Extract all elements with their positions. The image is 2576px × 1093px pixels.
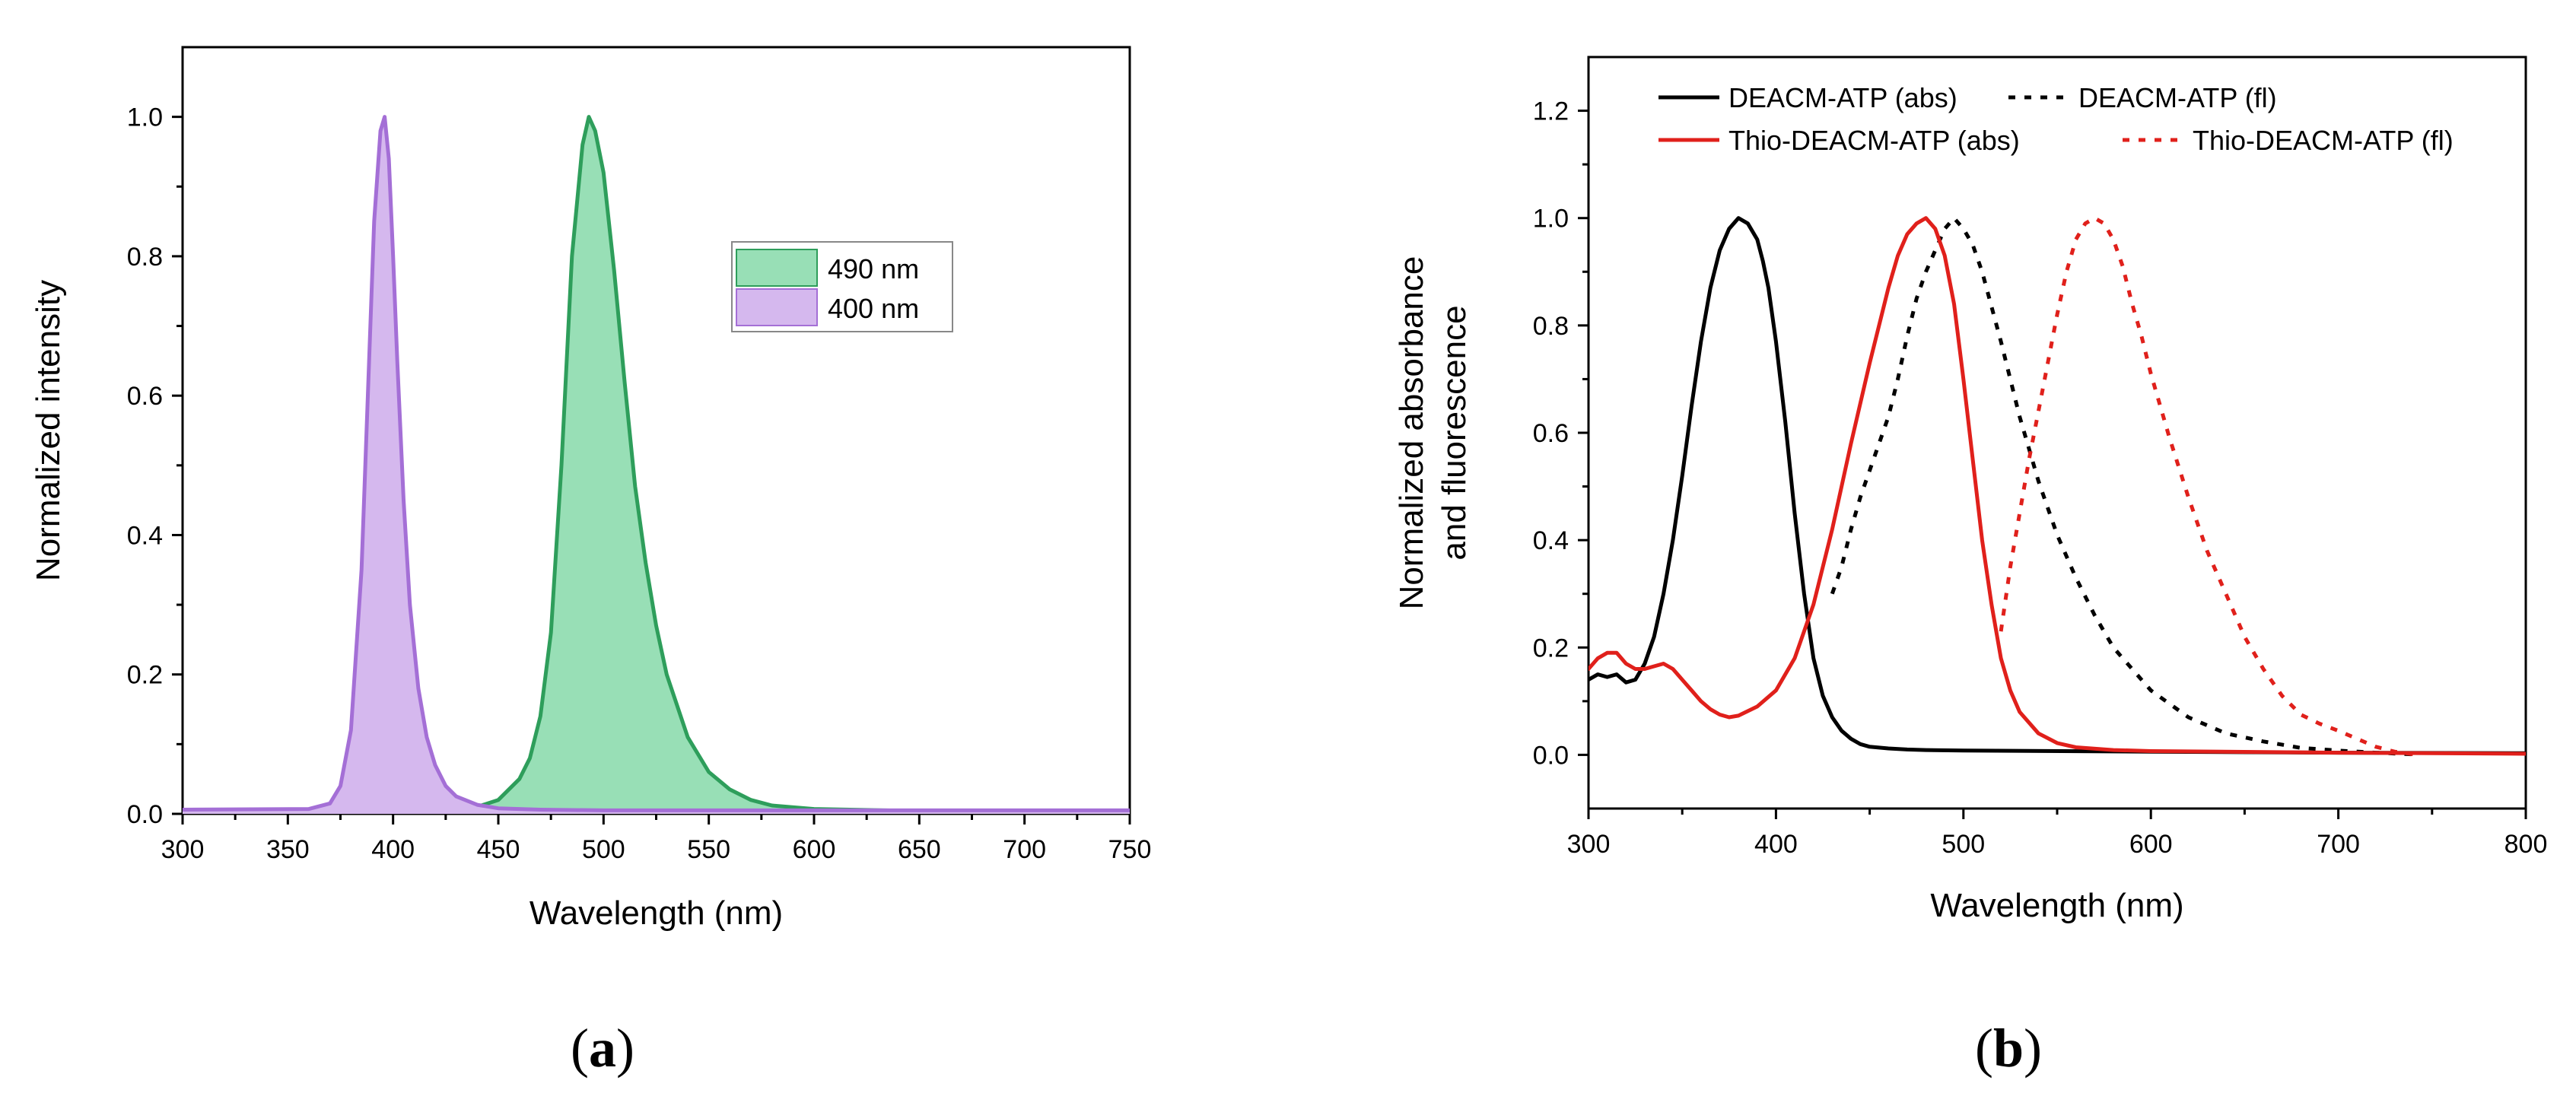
- x-tick-label: 300: [1567, 830, 1611, 859]
- panel-label-letter: a: [589, 1018, 616, 1079]
- y-axis-title: Normalized absorbance: [1393, 256, 1430, 610]
- x-tick-label: 450: [477, 835, 520, 864]
- panel-label-letter: b: [1993, 1018, 2024, 1079]
- x-tick-label: 300: [161, 835, 205, 864]
- y-tick-label: 0.0: [1533, 741, 1569, 770]
- legend-entry-label: 400 nm: [828, 293, 919, 324]
- x-tick-label: 800: [2504, 830, 2548, 859]
- panel-a-chart: 300 350 400 450 500 550 600 650 700 750 0.0 0.2 0.4 0…: [30, 46, 1152, 1079]
- y-tick-label: 0.8: [1533, 312, 1569, 341]
- series-line-490-nm: [183, 115, 1130, 814]
- y-tick-label: 0.4: [1533, 526, 1569, 555]
- y-axis-title-line2: and fluorescence: [1436, 305, 1473, 560]
- x-tick-label: 400: [1754, 830, 1798, 859]
- x-axis-title: Wavelength (nm): [530, 894, 783, 932]
- series-area-490-nm: [183, 116, 1130, 814]
- y-tick-label: 0.2: [127, 661, 163, 690]
- panel-label: (b): [1975, 1018, 2042, 1079]
- x-tick-label: 550: [687, 835, 730, 864]
- y-axis-title: Normalized intensity: [30, 280, 67, 581]
- legend-entry-label: DEACM-ATP (abs): [1728, 82, 1957, 113]
- x-tick-label: 750: [1108, 835, 1152, 864]
- series-line-thio-deacm-atp-abs: [1589, 216, 2526, 756]
- series-line-deacm-atp-abs: [1589, 216, 2526, 755]
- y-tick-label: 0.6: [127, 382, 163, 411]
- y-tick-label: 0.8: [127, 243, 163, 272]
- legend-swatch: [736, 288, 818, 326]
- series-line-thio-deacm-atp-fl: [1999, 216, 2414, 757]
- legend-entry-label: Thio-DEACM-ATP (fl): [2193, 125, 2454, 156]
- panel-b-chart: 300 400 500 600 700 800 0.0 0.2 0.4 0.6 0.8 1.0 1.2 W…: [1393, 56, 2548, 1079]
- panel-label: (a): [571, 1018, 634, 1079]
- x-tick-label: 600: [793, 835, 836, 864]
- x-tick-label: 500: [582, 835, 625, 864]
- panel-label-close: ): [2024, 1018, 2042, 1079]
- x-tick-label: 700: [2317, 830, 2360, 859]
- panel-label-open: (: [1975, 1018, 1993, 1079]
- y-tick-label: 0.6: [1533, 419, 1569, 448]
- y-tick-label: 0.2: [1533, 634, 1569, 662]
- x-tick-label: 700: [1003, 835, 1046, 864]
- x-tick-label: 350: [266, 835, 310, 864]
- y-tick-label: 1.0: [127, 103, 163, 132]
- panel-label-close: ): [616, 1018, 634, 1079]
- legend-entry-label: DEACM-ATP (fl): [2078, 82, 2277, 113]
- x-tick-label: 500: [1942, 830, 1985, 859]
- series-line-400-nm: [183, 115, 1130, 812]
- y-tick-label: 1.2: [1533, 97, 1569, 126]
- panel-label-open: (: [571, 1018, 589, 1079]
- legend-entry-label: Thio-DEACM-ATP (abs): [1728, 125, 2020, 156]
- series-area-400-nm: [183, 116, 1130, 814]
- y-tick-label: 0.0: [127, 800, 163, 829]
- legend-entry-label: 490 nm: [828, 253, 919, 284]
- x-tick-label: 650: [898, 835, 941, 864]
- y-tick-label: 1.0: [1533, 205, 1569, 234]
- x-tick-label: 400: [371, 835, 415, 864]
- x-tick-label: 600: [2129, 830, 2173, 859]
- plot-area: [183, 115, 1130, 814]
- y-tick-label: 0.4: [127, 521, 163, 550]
- series-line-deacm-atp-fl: [1830, 216, 2414, 757]
- legend-swatch: [736, 249, 818, 287]
- x-axis-title: Wavelength (nm): [1930, 887, 2183, 924]
- plot-area: [1589, 216, 2526, 757]
